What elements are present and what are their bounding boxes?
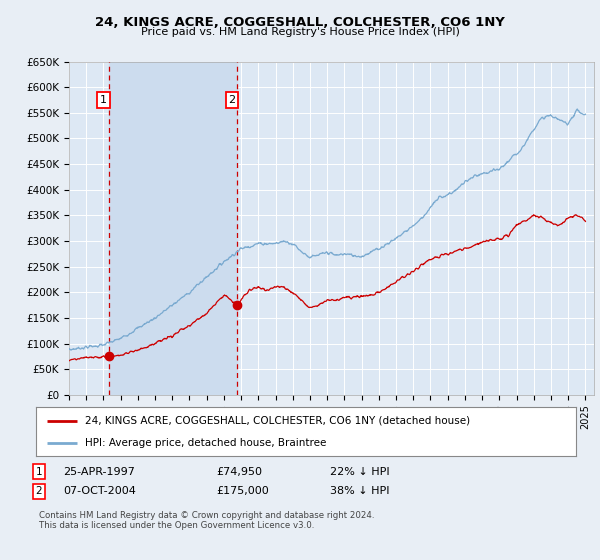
Text: 24, KINGS ACRE, COGGESHALL, COLCHESTER, CO6 1NY (detached house): 24, KINGS ACRE, COGGESHALL, COLCHESTER, … (85, 416, 470, 426)
Text: £74,950: £74,950 (216, 466, 262, 477)
Text: 2: 2 (35, 486, 43, 496)
Bar (109, 62, 237, 395)
Text: HPI: Average price, detached house, Braintree: HPI: Average price, detached house, Brai… (85, 437, 326, 447)
Text: 07-OCT-2004: 07-OCT-2004 (63, 486, 136, 496)
Text: £175,000: £175,000 (216, 486, 269, 496)
Text: 1: 1 (35, 466, 43, 477)
Text: 38% ↓ HPI: 38% ↓ HPI (330, 486, 389, 496)
Text: 22% ↓ HPI: 22% ↓ HPI (330, 466, 389, 477)
Text: 25-APR-1997: 25-APR-1997 (63, 466, 135, 477)
Text: Contains HM Land Registry data © Crown copyright and database right 2024.
This d: Contains HM Land Registry data © Crown c… (39, 511, 374, 530)
Text: 2: 2 (229, 95, 236, 105)
Text: Price paid vs. HM Land Registry's House Price Index (HPI): Price paid vs. HM Land Registry's House … (140, 27, 460, 37)
Text: 24, KINGS ACRE, COGGESHALL, COLCHESTER, CO6 1NY: 24, KINGS ACRE, COGGESHALL, COLCHESTER, … (95, 16, 505, 29)
Text: 1: 1 (100, 95, 107, 105)
